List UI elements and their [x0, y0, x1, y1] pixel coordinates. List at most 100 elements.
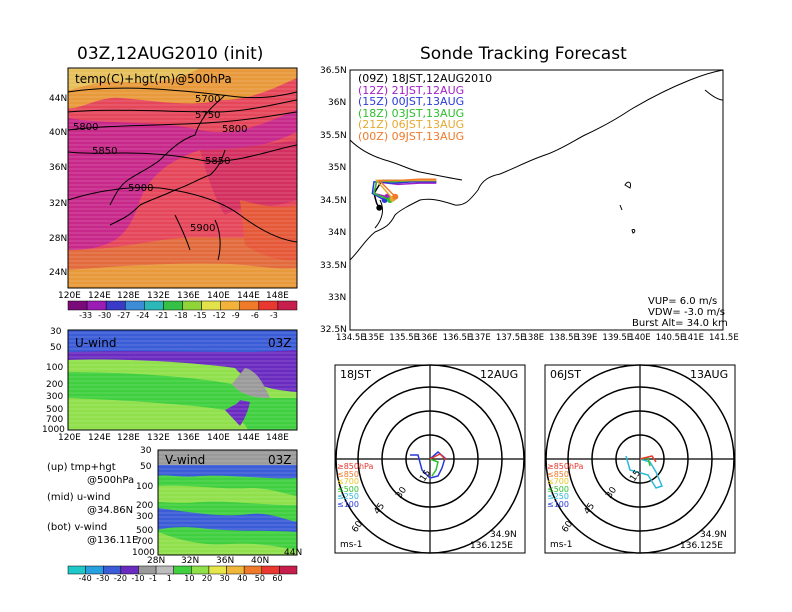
colorbar-swatch	[125, 300, 145, 311]
lat-tick: 32N	[49, 199, 68, 209]
lat-tick: 32.5N	[320, 325, 347, 335]
p-tick: 700	[136, 537, 154, 547]
colorbar-label: -1	[149, 574, 158, 583]
lon-tick: 120E	[58, 433, 81, 443]
lon-tick: 140E	[207, 433, 230, 443]
lon-tick: 135.5E	[389, 333, 419, 343]
level-legend: ≤500	[337, 484, 359, 494]
hodo1-lat: 34.9N	[490, 530, 517, 540]
param-burst: Burst Alt= 34.0 km	[632, 318, 728, 329]
level-legend: ≤250	[547, 492, 569, 501]
right-title: Sonde Tracking Forecast	[420, 44, 627, 64]
lat-tick: 40N	[251, 556, 270, 566]
colorbar-swatch	[163, 300, 183, 311]
lon-tick: 136.5E	[442, 333, 473, 343]
lon-tick: 134.5E	[336, 333, 366, 343]
colorbar-label: 60	[272, 574, 283, 583]
p-tick: 200	[46, 380, 64, 390]
note-mid: (mid) u-wind	[47, 492, 111, 503]
lon-tick: 148E	[266, 433, 289, 443]
lat-tick: 44N	[284, 548, 303, 558]
lon-tick: 137.5E	[495, 333, 526, 343]
map-label: temp(C)+hgt(m)@500hPa	[75, 72, 232, 86]
colorbar-swatch	[85, 565, 104, 575]
level-legend: ≤100	[547, 499, 569, 509]
lon-tick: 139E	[575, 333, 598, 343]
level-legend: ≤850	[547, 469, 569, 479]
colorbar-label: -18	[174, 311, 188, 320]
colorbar-swatch	[208, 565, 227, 575]
lat-tick: 40N	[49, 128, 68, 138]
lon-tick: 140E	[207, 291, 230, 301]
colorbar-label: -30	[96, 574, 110, 583]
lat-tick: 35.5N	[320, 131, 347, 141]
p-tick: 100	[46, 363, 64, 373]
p-tick: 500	[136, 526, 154, 536]
legend-entry: (15Z) 00JST,13AUG	[358, 95, 465, 108]
lat-tick: 33N	[328, 293, 347, 303]
temp-colorbar	[67, 300, 298, 311]
p-tick: 30	[140, 446, 152, 456]
landing-point	[392, 193, 399, 200]
lon-tick: 138E	[522, 333, 545, 343]
v-wind-label: V-wind	[165, 453, 206, 467]
landing-point	[376, 204, 383, 211]
colorbar-swatch	[261, 565, 280, 575]
lat-tick: 36N	[49, 163, 68, 173]
colorbar-swatch	[102, 565, 122, 575]
colorbar-label: -20	[113, 574, 127, 583]
contour-label: 5850	[92, 146, 118, 157]
colorbar-swatch	[67, 565, 86, 575]
track-line	[377, 178, 437, 198]
p-tick: 1000	[132, 548, 155, 558]
colorbar-label: 40	[237, 574, 248, 583]
colorbar-swatch	[220, 300, 241, 311]
lon-tick: 141E	[682, 333, 704, 343]
p-tick: 300	[46, 392, 64, 402]
colorbar-label: -10	[131, 574, 145, 583]
hodo1-time: 18JST	[340, 368, 371, 381]
colorbar-label: -27	[117, 311, 131, 320]
level-legend: ≤850	[337, 469, 359, 479]
note-top-detail: @500hPa	[87, 475, 135, 486]
legend-entry: (21Z) 06JST,13AUG	[358, 118, 465, 131]
level-legend: ≥850hPa	[337, 462, 374, 471]
contour-label: 5900	[190, 223, 216, 234]
level-legend: ≤100	[337, 499, 359, 509]
legend-entry: (18Z) 03JST,13AUG	[358, 106, 465, 120]
u-wind-time: 03Z	[268, 336, 292, 350]
lon-tick: 124E	[88, 291, 111, 301]
hodo2-lat: 34.9N	[700, 530, 727, 540]
wind-colorbar	[67, 565, 298, 575]
colorbar-swatch	[279, 565, 298, 575]
colorbar-swatch	[67, 300, 88, 311]
sonde-tracks	[371, 178, 437, 211]
colorbar-label: -12	[212, 311, 226, 320]
lat-tick: 35N	[328, 163, 347, 173]
p-tick: 300	[136, 512, 154, 522]
track-line	[371, 181, 437, 201]
level-legend: ≤250	[337, 492, 359, 501]
colorbar-label: -3	[269, 311, 278, 320]
colorbar-label: 50	[254, 574, 265, 583]
lat-tick: 34.5N	[320, 196, 347, 206]
note-mid-detail: @34.86N	[87, 505, 134, 516]
hodo1-date: 12AUG	[480, 368, 519, 381]
colorbar-swatch	[258, 300, 279, 311]
hodo1-lon: 136.125E	[470, 541, 513, 551]
contour-label: 5800	[73, 122, 99, 133]
lon-tick: 144E	[237, 291, 260, 301]
level-legend: ≤500	[547, 484, 569, 494]
p-tick: 100	[136, 482, 154, 492]
hodo2-unit: ms-1	[550, 540, 573, 550]
lon-tick: 120E	[58, 291, 81, 301]
lon-tick: 148E	[266, 291, 289, 301]
level-legend: ≤700	[337, 477, 359, 486]
lon-tick: 136E	[177, 291, 200, 301]
legend-entry: (09Z) 18JST,12AUG2010	[358, 72, 493, 85]
contour-label: 5900	[128, 183, 154, 194]
param-vup: VUP= 6.0 m/s	[648, 296, 718, 307]
colorbar-label: -40	[78, 574, 92, 583]
lat-tick: 36N	[216, 556, 235, 566]
colorbar-swatch	[138, 565, 157, 575]
